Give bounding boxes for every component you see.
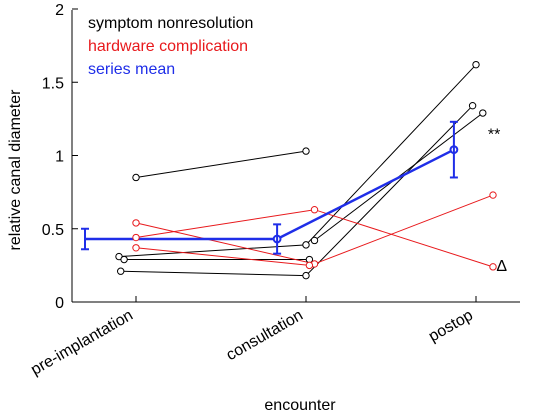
data-point [489, 263, 497, 271]
x-tick-label: consultation [224, 307, 306, 364]
data-point [132, 233, 140, 242]
data-point [302, 241, 310, 249]
annotation: Δ [496, 258, 507, 275]
data-point [120, 255, 128, 264]
data-point [302, 271, 310, 280]
legend: symptom nonresolution hardware complicati… [88, 15, 253, 78]
data-point [472, 60, 480, 69]
annotation: ** [488, 126, 500, 143]
data-point [302, 147, 310, 155]
y-axis-label: relative canal diameter [7, 89, 24, 251]
x-tick-label: postop [426, 307, 476, 346]
legend-entry: series mean [88, 61, 175, 78]
data-point [117, 267, 125, 275]
data-point [132, 219, 140, 227]
legend-entry: hardware complication [88, 38, 248, 55]
x-ticks: pre-implantation consultation postop [28, 296, 477, 379]
legend-entry: symptom nonresolution [88, 15, 253, 32]
data-point [132, 173, 140, 182]
series-line [135, 247, 310, 266]
mean-line [85, 148, 455, 241]
series-line [135, 150, 307, 178]
error-bars [81, 120, 458, 255]
y-tick-label: 0.5 [42, 222, 64, 239]
x-axis-label: encounter [264, 397, 336, 412]
y-tick-label: 1 [55, 149, 64, 166]
data-point [468, 101, 477, 110]
y-tick-label: 2 [55, 2, 64, 19]
data-point [489, 191, 497, 199]
series-line [120, 105, 473, 277]
data-point [305, 261, 314, 270]
series-points [115, 60, 497, 280]
annotations: ** Δ [488, 126, 508, 275]
y-tick-label: 0 [55, 295, 64, 312]
series-lines [85, 64, 494, 277]
data-point [132, 244, 140, 252]
x-tick-label: pre-implantation [28, 307, 136, 379]
y-tick-label: 1.5 [42, 75, 64, 92]
data-point [479, 109, 487, 117]
data-point [310, 206, 319, 214]
data-point [310, 236, 319, 245]
y-ticks: 0 0.5 1 1.5 2 [42, 2, 78, 312]
